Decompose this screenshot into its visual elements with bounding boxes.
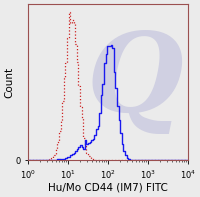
- X-axis label: Hu/Mo CD44 (IM7) FITC: Hu/Mo CD44 (IM7) FITC: [48, 183, 168, 193]
- Text: Q: Q: [87, 28, 184, 136]
- Y-axis label: Count: Count: [4, 67, 14, 98]
